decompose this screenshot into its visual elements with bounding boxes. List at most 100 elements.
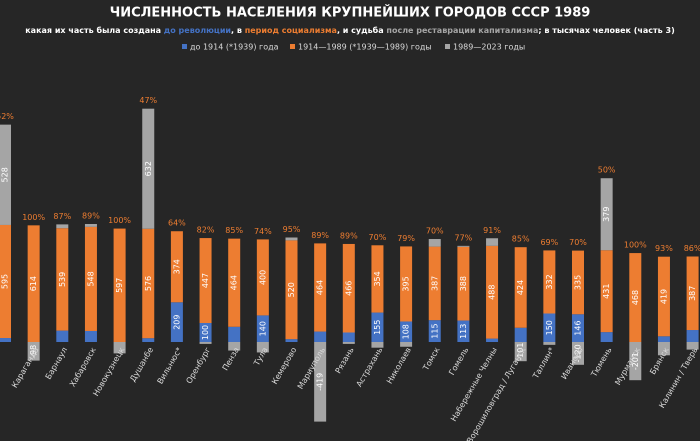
value-label: 447	[201, 273, 210, 288]
bar-segment	[285, 240, 298, 340]
x-tick-label: Гомель	[447, 346, 470, 377]
share-label: 70%	[369, 233, 387, 242]
share-label: 89%	[311, 231, 329, 240]
value-label: 595	[1, 274, 10, 289]
value-label: 100	[201, 325, 210, 340]
share-label: 95%	[283, 225, 301, 234]
value-label: 374	[172, 259, 181, 274]
value-label: 387	[430, 276, 439, 291]
bar-segment	[457, 246, 470, 321]
value-label: 108	[402, 324, 411, 339]
bar-segment	[486, 338, 499, 342]
share-label: 77%	[455, 233, 473, 242]
share-label: 100%	[108, 216, 131, 225]
bar-segment	[228, 326, 241, 342]
x-tick-label: Томск	[421, 346, 442, 373]
value-label: 115	[430, 323, 439, 338]
share-label: 86%	[684, 244, 700, 253]
bar-segment	[314, 331, 327, 342]
bar-segment	[256, 239, 269, 316]
x-tick-label: Новокузнецк	[91, 346, 126, 398]
subtitle-part: до революции	[164, 26, 231, 35]
legend-swatch	[445, 44, 450, 49]
bar-segment	[256, 342, 269, 353]
bar-segment	[514, 247, 527, 328]
legend-swatch	[182, 44, 187, 49]
x-tick-label: Рязань	[334, 346, 356, 376]
bar-segment	[170, 231, 183, 303]
chart-title: ЧИСЛЕННОСТЬ НАСЕЛЕНИЯ КРУПНЕЙШИХ ГОРОДОВ…	[110, 5, 591, 21]
share-label: 70%	[426, 227, 444, 236]
x-tick-label: Астрахань	[355, 346, 385, 389]
bar-segment	[314, 243, 327, 332]
bar-segment	[56, 330, 69, 342]
value-label: 113	[459, 324, 468, 339]
bar-segment	[600, 178, 613, 251]
bar-segment	[228, 238, 241, 327]
x-tick-label: Душанбе	[128, 346, 155, 384]
x-tick-label: Тюмень	[589, 346, 614, 380]
value-label: 155	[373, 320, 382, 335]
bar-segment	[84, 226, 97, 331]
bar-segment	[428, 320, 441, 342]
bar-segment	[199, 238, 212, 323]
value-label: 150	[545, 320, 554, 335]
value-label: -120	[574, 344, 583, 362]
bar-segment	[657, 336, 670, 342]
bar-segment	[486, 245, 499, 339]
bar-segment	[371, 245, 384, 313]
value-label: 464	[230, 275, 239, 290]
value-label: 387	[688, 286, 697, 301]
x-tick-label: Николаев	[385, 346, 413, 386]
value-label: 419	[659, 289, 668, 304]
share-label: 50%	[598, 166, 616, 175]
share-label: 47%	[139, 96, 157, 105]
x-tick-label: Караганда	[10, 346, 41, 390]
bar-segment	[629, 342, 642, 381]
bar-segment	[0, 124, 11, 225]
subtitle-part: какая их часть была создана	[25, 25, 164, 35]
value-label: 632	[144, 161, 153, 176]
value-label: -201	[631, 352, 640, 370]
x-tick-label: Ворошиловград / Луганск	[465, 346, 528, 441]
share-label: 82%	[197, 226, 215, 235]
value-label: 488	[488, 285, 497, 300]
bar-segment	[686, 342, 699, 350]
share-label: 100%	[624, 241, 647, 250]
bar-segment	[56, 224, 69, 229]
x-tick-label: Барнаул	[44, 346, 70, 381]
subtitle-part: ; в тысячах человек (часть 3)	[538, 26, 674, 35]
bar-segment	[0, 338, 11, 342]
value-label: 468	[631, 290, 640, 305]
subtitle-part: , и судьба	[337, 25, 386, 35]
legend: до 1914 (*1939) года 1914—1989 (*1939—198…	[182, 43, 525, 52]
bar-segment	[199, 342, 212, 344]
legend-label: 1989—2023 годы	[453, 43, 525, 52]
bar-segment	[142, 108, 155, 229]
value-label: 528	[1, 167, 10, 182]
value-label: 424	[516, 280, 525, 295]
value-label: 400	[258, 270, 267, 285]
value-label: 576	[144, 276, 153, 291]
subtitle-part: период социализма	[245, 26, 337, 35]
bar-segment	[56, 228, 69, 331]
value-label: -101	[516, 343, 525, 361]
bar-segment	[371, 312, 384, 342]
x-tick-label: Вильнюс*	[156, 346, 184, 386]
bar-segment	[27, 225, 40, 342]
value-label: -98	[29, 345, 38, 358]
x-tick-label: Тула	[252, 346, 270, 368]
x-tick-label: Оренбург	[184, 346, 212, 386]
x-tick-label: Пенза	[221, 346, 242, 373]
bar-segment	[543, 342, 556, 345]
bar-segment	[342, 342, 355, 344]
subtitle-part: после реставрации капитализма	[386, 26, 538, 35]
share-label: 100%	[22, 213, 45, 222]
value-label: 464	[316, 280, 325, 295]
bar-segment	[572, 314, 584, 342]
bar-segment	[371, 342, 384, 348]
bar-segment	[514, 342, 527, 362]
bar-segment	[199, 323, 212, 342]
bar-segment	[113, 342, 126, 354]
